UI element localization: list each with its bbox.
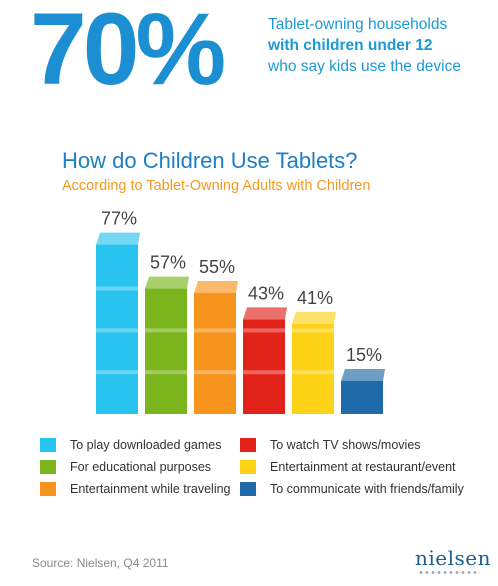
- legend-item: Entertainment while traveling: [40, 482, 231, 496]
- legend-label: To play downloaded games: [70, 438, 222, 452]
- bar-top-face: [292, 311, 336, 324]
- bar-6: 15%: [341, 345, 385, 414]
- bar-body: [292, 323, 334, 414]
- bar-body: [194, 293, 236, 414]
- legend-label: Entertainment while traveling: [70, 482, 231, 496]
- bar-top-face: [96, 232, 140, 245]
- headline-line-2: with children under 12: [268, 37, 433, 54]
- legend-swatch: [40, 438, 56, 452]
- legend-swatch: [240, 460, 256, 474]
- chart-subtitle: According to Tablet-Owning Adults with C…: [62, 178, 371, 194]
- bar-value-label: 43%: [248, 283, 284, 303]
- bar-value-label: 57%: [150, 253, 186, 273]
- bar-block-seam: [243, 328, 285, 333]
- legend-label: For educational purposes: [70, 460, 212, 474]
- bar-block-seam: [292, 328, 334, 333]
- bar-block-seam: [243, 370, 285, 375]
- bar-top-face: [243, 307, 287, 320]
- legend-item: To communicate with friends/family: [240, 482, 464, 496]
- bar-top-face: [145, 276, 189, 289]
- bar-value-label: 77%: [101, 209, 137, 229]
- bar-value-label: 55%: [199, 257, 235, 277]
- legend-swatch: [40, 460, 56, 474]
- bar-top-face: [194, 281, 238, 293]
- chart-title: How do Children Use Tablets?: [62, 148, 358, 173]
- bar-value-label: 15%: [346, 345, 382, 365]
- legend-label: To communicate with friends/family: [270, 482, 464, 496]
- source-note: Source: Nielsen, Q4 2011: [32, 556, 169, 570]
- legend-item: To watch TV shows/movies: [240, 438, 421, 452]
- bar-block-seam: [96, 286, 138, 291]
- bar-body: [243, 319, 285, 414]
- bar-block-seam: [194, 370, 236, 375]
- bar-block-seam: [96, 328, 138, 333]
- bar-top-face: [341, 369, 385, 381]
- bar-block-seam: [145, 370, 187, 375]
- bar-2: 57%: [145, 253, 189, 414]
- logo-dots-decoration: [418, 571, 480, 574]
- bar-value-label: 41%: [297, 288, 333, 308]
- bar-block-seam: [145, 328, 187, 333]
- bar-3: 55%: [194, 257, 238, 414]
- bar-4: 43%: [243, 283, 287, 414]
- headline-line-1: Tablet-owning households: [268, 16, 448, 33]
- legend-item: To play downloaded games: [40, 438, 222, 452]
- legend-swatch: [240, 438, 256, 452]
- legend-swatch: [240, 482, 256, 496]
- nielsen-logo: nielsen: [415, 546, 491, 570]
- bar-5: 41%: [292, 288, 336, 414]
- bar-block-seam: [292, 370, 334, 375]
- bar-body: [145, 288, 187, 414]
- legend-label: Entertainment at restaurant/event: [270, 460, 456, 474]
- legend-label: To watch TV shows/movies: [270, 438, 421, 452]
- bar-block-seam: [96, 370, 138, 375]
- bar-block-seam: [194, 328, 236, 333]
- headline-line-3: who say kids use the device: [268, 58, 461, 75]
- headline-description: Tablet-owning households with children u…: [268, 14, 488, 77]
- bar-1: 77%: [96, 209, 140, 414]
- legend-swatch: [40, 482, 56, 496]
- bar-body: [341, 381, 383, 414]
- legend-item: For educational purposes: [40, 460, 211, 474]
- headline-stat: 70%: [30, 0, 226, 106]
- legend-item: Entertainment at restaurant/event: [240, 460, 456, 474]
